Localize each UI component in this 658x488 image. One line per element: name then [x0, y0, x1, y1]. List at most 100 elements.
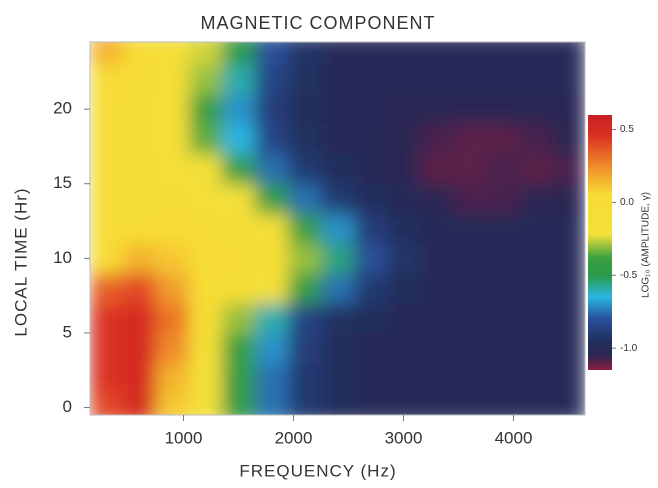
- heatmap-cell: [420, 303, 454, 334]
- heatmap-cell: [387, 153, 421, 185]
- heatmap-cell: [156, 303, 190, 334]
- heatmap-cell: [288, 124, 322, 155]
- heatmap-cell: [123, 243, 157, 274]
- heatmap-cell: [519, 42, 553, 65]
- heatmap-cell: [453, 243, 487, 274]
- heatmap-cell: [255, 273, 289, 304]
- heatmap-cell: [354, 392, 388, 415]
- heatmap-cell: [189, 362, 223, 394]
- colorbar-tick-label: -0.5: [620, 270, 638, 281]
- heatmap-cell: [453, 303, 487, 334]
- heatmap-cell: [354, 273, 388, 304]
- heatmap-cell: [354, 64, 388, 95]
- heatmap-cell: [453, 42, 487, 65]
- heatmap-cell: [552, 273, 585, 304]
- heatmap-cell: [552, 362, 585, 394]
- heatmap-cell: [123, 332, 157, 364]
- heatmap-cell: [552, 153, 585, 185]
- heatmap-cell: [321, 183, 355, 215]
- heatmap-cell: [420, 243, 454, 274]
- heatmap-cell: [288, 213, 322, 244]
- heatmap-cell: [519, 303, 553, 334]
- heatmap-cell: [222, 332, 256, 364]
- heatmap-cell: [189, 303, 223, 334]
- heatmap-cell: [552, 213, 585, 244]
- heatmap-cell: [288, 392, 322, 415]
- heatmap-cell: [387, 332, 421, 364]
- heatmap-cell: [387, 213, 421, 244]
- heatmap-cell: [321, 94, 355, 125]
- heatmap-cell: [156, 183, 190, 215]
- heatmap-cell: [321, 392, 355, 415]
- heatmap-cell: [420, 273, 454, 304]
- heatmap-cell: [222, 42, 256, 65]
- heatmap-cell: [288, 362, 322, 394]
- heatmap-cell: [486, 332, 520, 364]
- heatmap-cell: [420, 213, 454, 244]
- heatmap-cell: [156, 94, 190, 125]
- heatmap-cell: [255, 213, 289, 244]
- heatmap-cell: [453, 213, 487, 244]
- heatmap-cell: [156, 392, 190, 415]
- heatmap-cell: [387, 362, 421, 394]
- heatmap-cell: [123, 273, 157, 304]
- heatmap-cell: [519, 64, 553, 95]
- heatmap-cell: [519, 332, 553, 364]
- heatmap-cell: [90, 153, 124, 185]
- heatmap-cell: [387, 273, 421, 304]
- heatmap-cell: [189, 273, 223, 304]
- heatmap: [90, 42, 585, 415]
- heatmap-cell: [255, 183, 289, 215]
- heatmap-cell: [90, 94, 124, 125]
- heatmap-cell: [189, 42, 223, 65]
- heatmap-cell: [189, 94, 223, 125]
- heatmap-cell: [156, 153, 190, 185]
- heatmap-cell: [354, 124, 388, 155]
- heatmap-cell: [453, 94, 487, 125]
- y-tick-label: 20: [53, 99, 72, 118]
- heatmap-cell: [255, 303, 289, 334]
- heatmap-cell: [90, 273, 124, 304]
- heatmap-cell: [321, 243, 355, 274]
- x-tick-label: 3000: [385, 428, 423, 447]
- heatmap-cell: [255, 94, 289, 125]
- heatmap-cell: [288, 243, 322, 274]
- heatmap-cell: [387, 124, 421, 155]
- heatmap-cell: [354, 183, 388, 215]
- colorbar-tick-label: 0.0: [620, 197, 634, 208]
- heatmap-cell: [156, 332, 190, 364]
- heatmap-cell: [222, 183, 256, 215]
- heatmap-cell: [354, 332, 388, 364]
- heatmap-cell: [288, 42, 322, 65]
- x-axis-label: FREQUENCY (Hz): [239, 461, 396, 480]
- heatmap-cell: [189, 332, 223, 364]
- heatmap-cell: [519, 362, 553, 394]
- heatmap-cell: [123, 213, 157, 244]
- heatmap-cell: [123, 153, 157, 185]
- heatmap-cell: [222, 153, 256, 185]
- heatmap-cell: [486, 153, 520, 185]
- heatmap-cell: [123, 183, 157, 215]
- heatmap-cell: [222, 243, 256, 274]
- x-tick-label: 4000: [495, 428, 533, 447]
- heatmap-cell: [222, 64, 256, 95]
- heatmap-cell: [321, 153, 355, 185]
- heatmap-cell: [321, 362, 355, 394]
- heatmap-cell: [321, 213, 355, 244]
- heatmap-cell: [486, 42, 520, 65]
- heatmap-cell: [453, 64, 487, 95]
- heatmap-cell: [321, 124, 355, 155]
- heatmap-cell: [90, 332, 124, 364]
- heatmap-cell: [222, 303, 256, 334]
- heatmap-cell: [453, 153, 487, 185]
- heatmap-cell: [519, 392, 553, 415]
- heatmap-cell: [552, 94, 585, 125]
- heatmap-cell: [123, 124, 157, 155]
- heatmap-cell: [519, 153, 553, 185]
- heatmap-cell: [189, 183, 223, 215]
- heatmap-cell: [222, 213, 256, 244]
- heatmap-cell: [453, 124, 487, 155]
- heatmap-cell: [387, 303, 421, 334]
- heatmap-cell: [156, 42, 190, 65]
- heatmap-cell: [486, 183, 520, 215]
